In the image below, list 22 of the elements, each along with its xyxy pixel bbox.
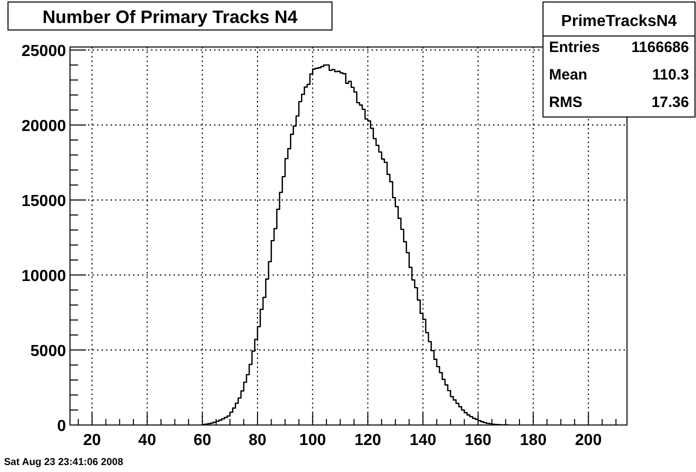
x-tick-label: 40: [138, 432, 156, 449]
y-tick-label: 25000: [22, 43, 66, 60]
text: Sat Aug 23 23:41:06 2008: [4, 457, 124, 468]
x-tick-label: 60: [193, 432, 212, 449]
y-tick-label: 5000: [30, 343, 66, 360]
x-tick-label: 20: [83, 432, 102, 449]
x-tick-label: 200: [575, 432, 602, 449]
text: Entries 1166686: [549, 39, 689, 56]
x-tick-label: 160: [464, 432, 492, 449]
text: PrimeTracksN4: [561, 13, 677, 30]
text: Mean 110.3: [549, 66, 689, 84]
y-tick-label: 0: [57, 418, 66, 435]
x-tick-label: 180: [520, 432, 547, 449]
y-tick-label: 20000: [22, 118, 66, 135]
chart-title: Number Of Primary Tracks N4: [42, 7, 298, 27]
x-tick-label: 120: [354, 432, 382, 449]
x-tick-label: 100: [299, 432, 326, 449]
x-tick-label: 140: [410, 432, 436, 449]
text: RMS 17.36: [549, 94, 689, 111]
x-tick-label: 80: [248, 432, 267, 449]
y-tick-label: 10000: [22, 268, 66, 285]
y-tick-label: 15000: [22, 193, 66, 210]
